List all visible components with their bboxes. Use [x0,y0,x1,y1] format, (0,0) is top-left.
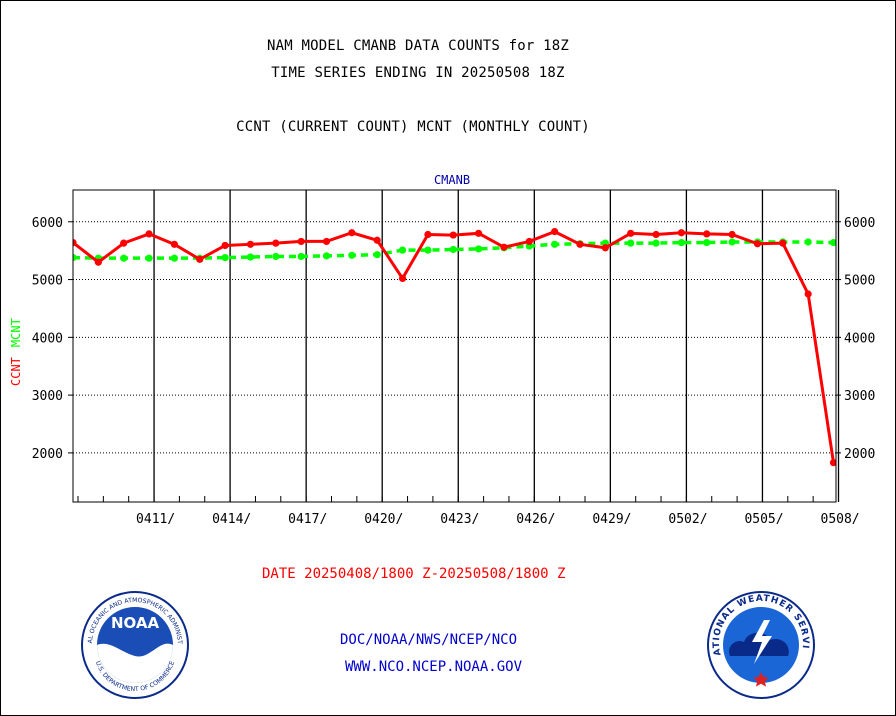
x-tick-label: 0411/ [136,512,175,527]
x-tick-label: 0508/ [821,512,860,527]
data-point-ccnt [475,229,483,237]
noaa-logo: NOAA NATIONAL OCEANIC AND ATMOSPHERIC AD… [80,590,189,699]
data-point-ccnt [424,230,432,239]
x-tick-label: 0417/ [288,512,327,527]
data-point-ccnt [398,274,407,282]
chart-title-line1: NAM MODEL CMANB DATA COUNTS for 18Z [266,38,569,54]
data-point-mcnt [475,245,483,253]
data-point-mcnt [373,251,381,259]
data-point-mcnt [348,251,356,259]
y-tick-label-left: 3000 [32,389,63,404]
data-point-ccnt [449,231,457,239]
data-point-ccnt [728,230,736,239]
y-tick-label-right: 6000 [844,216,875,231]
data-point-ccnt [703,230,711,238]
data-point-mcnt [677,238,686,247]
chart-title-line2: TIME SERIES ENDING IN 20250508 18Z [271,65,565,81]
y-tick-label-left: 4000 [32,331,63,346]
x-tick-label: 0420/ [364,512,403,527]
data-point-ccnt [576,240,584,248]
data-point-mcnt [272,252,280,261]
data-point-mcnt [398,246,407,254]
data-point-ccnt [500,243,508,251]
chart-plot-title: CMANB [434,173,470,187]
y-tick-label-right: 3000 [844,389,875,404]
data-point-ccnt [779,239,787,247]
y-tick-label-right: 4000 [844,331,875,346]
chart-subtitle: CCNT (CURRENT COUNT) MCNT (MONTHLY COUNT… [236,119,590,135]
data-point-ccnt [373,236,381,244]
data-point-ccnt [652,230,660,239]
data-point-mcnt [246,253,255,261]
data-point-ccnt [551,228,559,236]
data-point-mcnt [551,240,559,248]
data-point-ccnt [348,229,356,237]
data-point-ccnt [627,229,635,237]
x-tick-label: 0423/ [440,512,479,527]
data-point-mcnt [804,238,812,246]
data-point-mcnt [627,239,635,247]
x-tick-label: 0502/ [668,512,707,527]
data-point-ccnt [145,230,153,238]
data-point-ccnt [196,255,204,263]
data-point-mcnt [449,245,457,254]
x-axis-label: DATE 20250408/1800 Z-20250508/1800 Z [262,566,565,582]
data-point-mcnt [120,254,128,262]
data-point-ccnt [601,244,609,252]
data-point-mcnt [703,238,711,247]
nws-logo: NATIONAL WEATHER SERVICE [706,590,815,699]
data-point-ccnt [297,237,305,246]
data-point-mcnt [652,239,660,247]
data-point-mcnt [728,238,736,246]
y-tick-label-left: 6000 [32,216,63,231]
data-point-ccnt [246,240,255,248]
y-tick-label-left: 5000 [32,274,63,289]
y-tick-label-right: 5000 [844,274,875,289]
y-axis-label-ccnt: CCNT [9,357,23,386]
x-tick-label: 0505/ [744,512,783,527]
data-point-ccnt [804,290,812,298]
data-point-ccnt [120,239,128,247]
data-point-ccnt [753,240,762,248]
data-point-ccnt [221,241,229,250]
noaa-logo-text: NOAA [111,614,160,632]
footer-link-website[interactable]: WWW.NCO.NCEP.NOAA.GOV [345,659,523,675]
data-point-ccnt [272,239,280,247]
data-point-ccnt [829,459,836,467]
plot-border [72,189,837,503]
data-point-mcnt [424,246,432,254]
footer-link-doc[interactable]: DOC/NOAA/NWS/NCEP/NCO [340,632,518,648]
y-tick-label-left: 2000 [32,447,63,462]
data-point-ccnt [322,237,331,246]
data-point-mcnt [297,252,305,261]
data-point-mcnt [145,254,153,262]
data-point-mcnt [322,252,331,260]
data-point-mcnt [829,238,836,247]
y-axis-label: CCNT MCNT [9,318,23,386]
data-point-ccnt [525,237,533,246]
data-point-ccnt [73,238,77,247]
series-group [73,228,836,467]
data-point-ccnt [94,258,102,266]
x-tick-label: 0429/ [592,512,631,527]
data-point-ccnt [170,240,178,248]
y-axis-label-mcnt: MCNT [9,318,23,347]
data-point-ccnt [677,229,686,237]
data-point-mcnt [170,254,178,262]
data-point-mcnt [221,254,229,262]
x-tick-label: 0414/ [212,512,251,527]
y-tick-label-right: 2000 [844,447,875,462]
x-tick-label: 0426/ [516,512,555,527]
data-point-mcnt [73,254,77,262]
